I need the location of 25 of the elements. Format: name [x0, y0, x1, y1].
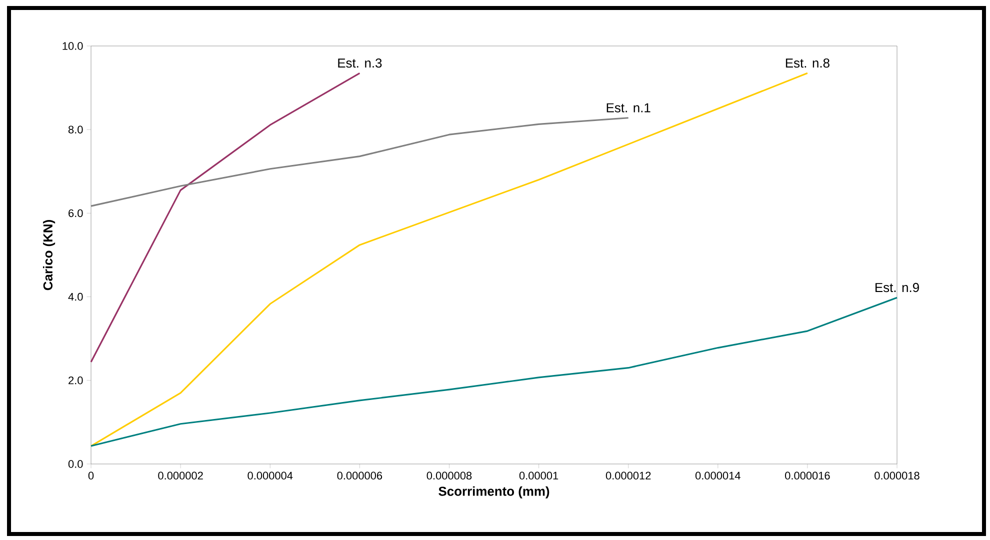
series-label: Est. n.3	[338, 58, 382, 68]
x-tick-label: 0.000004	[248, 472, 293, 480]
y-tick-label: 2.0	[68, 376, 83, 384]
y-tick-label: 8.0	[68, 126, 83, 134]
x-tick-label: 0.000002	[158, 472, 203, 480]
series-label: Est. n.1	[606, 103, 650, 112]
x-tick-label: 0.000006	[337, 472, 382, 480]
x-tick-label: 0.000012	[606, 472, 651, 480]
y-axis-title: Carico (KN)	[42, 220, 56, 290]
x-tick-label: 0.000008	[426, 472, 472, 480]
y-tick-label: 4.0	[68, 292, 83, 301]
line-series	[90, 72, 360, 363]
x-axis-title: Scorrimento (mm)	[438, 486, 550, 498]
y-tick-label: 0.0	[68, 460, 83, 468]
x-tick-label: 0.000018	[874, 472, 920, 480]
x-tick-label: 0.00001	[519, 472, 558, 480]
line-series	[90, 296, 898, 447]
y-tick-label: 6.0	[68, 209, 83, 218]
x-tick-label: 0.000014	[695, 472, 740, 480]
y-tick-label: 10.0	[62, 42, 83, 50]
series-label: Est. n.9	[876, 282, 919, 292]
line-series	[90, 72, 808, 447]
series-label: Est. n.8	[786, 58, 830, 68]
x-tick-label: 0	[88, 472, 94, 480]
x-tick-label: 0.000016	[785, 472, 830, 480]
